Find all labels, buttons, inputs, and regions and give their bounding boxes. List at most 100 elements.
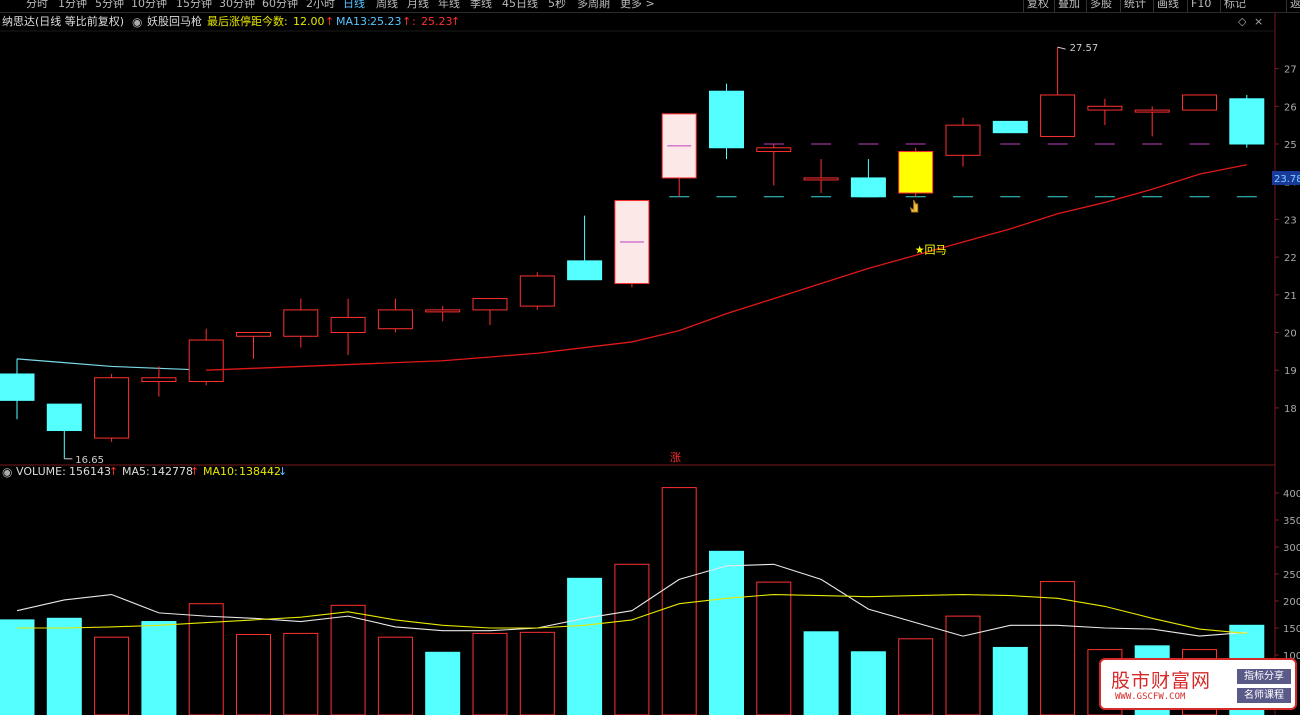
- down-arrow-icon: ↓: [278, 465, 288, 478]
- toolbar-button[interactable]: F10: [1191, 0, 1212, 10]
- price-tick-label: 19: [1284, 366, 1297, 377]
- diamond-icon[interactable]: ◇: [1238, 15, 1247, 28]
- high-price-label: 27.57: [1070, 43, 1099, 54]
- volume-tick-label: 150: [1283, 624, 1300, 635]
- current-price-label: 23.78: [1274, 174, 1300, 185]
- volume-tick-label: 200: [1283, 597, 1300, 608]
- up-arrow-icon: ↑: [402, 15, 412, 28]
- ma13-label: MA13:: [336, 15, 371, 28]
- period-tab[interactable]: 更多 >: [620, 0, 655, 10]
- watermark-tag: 指标分享: [1237, 669, 1291, 684]
- period-tab[interactable]: 5分钟: [95, 0, 124, 10]
- period-tab[interactable]: 月线: [407, 0, 429, 10]
- price-tick-label: 18: [1284, 404, 1297, 415]
- cursor-hand-icon: [909, 199, 919, 213]
- volume-toggle-icon[interactable]: ◉: [2, 465, 13, 479]
- period-tab[interactable]: 1分钟: [58, 0, 87, 10]
- price-tick-label: 26: [1284, 102, 1297, 113]
- indicator-name[interactable]: 妖股回马枪: [147, 15, 202, 28]
- candle-body: [992, 120, 1028, 134]
- price-tick-label: 23: [1284, 215, 1297, 226]
- toolbar-button[interactable]: 返: [1290, 0, 1300, 10]
- toolbar-separator: [1086, 0, 1087, 12]
- candle-body: [0, 373, 35, 401]
- period-toolbar: 分时 1分钟 5分钟 10分钟 15分钟 30分钟 60分钟 2小时 日线 周线 月线 年线 季线 45日…: [0, 0, 1300, 13]
- volume-tick-label: 300: [1283, 543, 1300, 554]
- candle-body: [1087, 105, 1123, 111]
- candle-body: [330, 316, 366, 334]
- toolbar-button[interactable]: 画线: [1157, 0, 1179, 10]
- period-tab[interactable]: 60分钟: [262, 0, 298, 10]
- toolbar-button[interactable]: 叠加: [1058, 0, 1080, 10]
- watermark-url: WWW.GSCFW.COM: [1115, 692, 1186, 702]
- period-tab[interactable]: 日线: [343, 0, 365, 10]
- line-value: 25.23: [421, 15, 453, 28]
- indicator-toggle-icon[interactable]: ◉: [132, 15, 143, 29]
- candle-body: [472, 298, 508, 311]
- limit-up-marker: 涨: [670, 451, 681, 464]
- toolbar-separator: [1220, 0, 1221, 12]
- volume-bar: [756, 581, 792, 715]
- candle-body: [1229, 98, 1265, 145]
- candle-body: [1040, 94, 1076, 137]
- last-limit-label: 最后涨停距今数:: [207, 15, 288, 28]
- candle-body: [519, 275, 555, 307]
- price-tick-label: 21: [1284, 291, 1297, 302]
- indicator-header: 纳思达(日线 等比前复权) ◉ 妖股回马枪 最后涨停距今数: 12.00 ↑ M…: [0, 13, 1263, 31]
- toolbar-button[interactable]: 标记: [1224, 0, 1246, 10]
- ma-early-line: [16, 358, 207, 371]
- candle-body: [377, 309, 413, 330]
- up-arrow-icon: ↑: [190, 465, 200, 478]
- site-watermark-logo: 股市财富网 WWW.GSCFW.COM 指标分享 名师课程: [1099, 658, 1297, 710]
- volume-bar: [519, 631, 555, 715]
- period-tab[interactable]: 45日线: [502, 0, 538, 10]
- volume-bar: [283, 632, 319, 715]
- volume-bar: [46, 617, 82, 715]
- period-tab[interactable]: 2小时: [306, 0, 335, 10]
- period-tab[interactable]: 周线: [376, 0, 398, 10]
- period-tab[interactable]: 5秒: [548, 0, 566, 10]
- volume-bar: [945, 615, 981, 715]
- price-tick-label: 27: [1284, 65, 1297, 76]
- signal-label: ★回马: [915, 243, 947, 256]
- period-tab[interactable]: 15分钟: [176, 0, 212, 10]
- toolbar-button[interactable]: 统计: [1124, 0, 1146, 10]
- watermark-tag: 名师课程: [1237, 688, 1291, 703]
- volume-header: ◉ VOLUME: 156143 ↑ MA5: 142778 ↑ MA10: 1…: [0, 463, 700, 481]
- toolbar-button[interactable]: 复权: [1027, 0, 1049, 10]
- toolbar-button[interactable]: 多股: [1090, 0, 1112, 10]
- candle-body: [709, 90, 744, 149]
- candle-body: [567, 260, 603, 281]
- candle-body: [1182, 94, 1217, 111]
- candle-body: [756, 147, 792, 153]
- volume-bar: [803, 631, 839, 715]
- candle-body: [46, 403, 82, 432]
- period-tab[interactable]: 分时: [26, 0, 48, 10]
- ma5-label: MA5:: [122, 465, 150, 478]
- price-tick-label: 22: [1284, 253, 1297, 264]
- volume-bar: [1040, 581, 1076, 715]
- period-tab[interactable]: 季线: [470, 0, 492, 10]
- ma10-label: MA10:: [203, 465, 238, 478]
- period-tab[interactable]: 30分钟: [219, 0, 255, 10]
- period-tab[interactable]: 年线: [438, 0, 460, 10]
- candle-body: [1134, 109, 1170, 113]
- stock-title[interactable]: 纳思达(日线 等比前复权): [2, 15, 125, 28]
- volume-bar: [236, 633, 271, 715]
- period-tab[interactable]: 10分钟: [131, 0, 167, 10]
- volume-bar: [850, 651, 886, 715]
- period-tab[interactable]: 多周期: [577, 0, 610, 10]
- volume-bar: [661, 487, 697, 715]
- close-icon[interactable]: ×: [1254, 15, 1264, 28]
- price-tick-label: 25: [1284, 140, 1297, 151]
- toolbar-separator: [1286, 0, 1287, 12]
- volume-ma5-line: [16, 563, 1247, 637]
- candle-body: [425, 309, 461, 313]
- volume-bar: [567, 577, 603, 715]
- candle-body: [803, 177, 839, 181]
- candle-body: [141, 377, 177, 383]
- ma5-value: 142778: [151, 465, 193, 478]
- up-arrow-icon: ↑: [109, 465, 119, 478]
- volume-bar: [330, 604, 366, 715]
